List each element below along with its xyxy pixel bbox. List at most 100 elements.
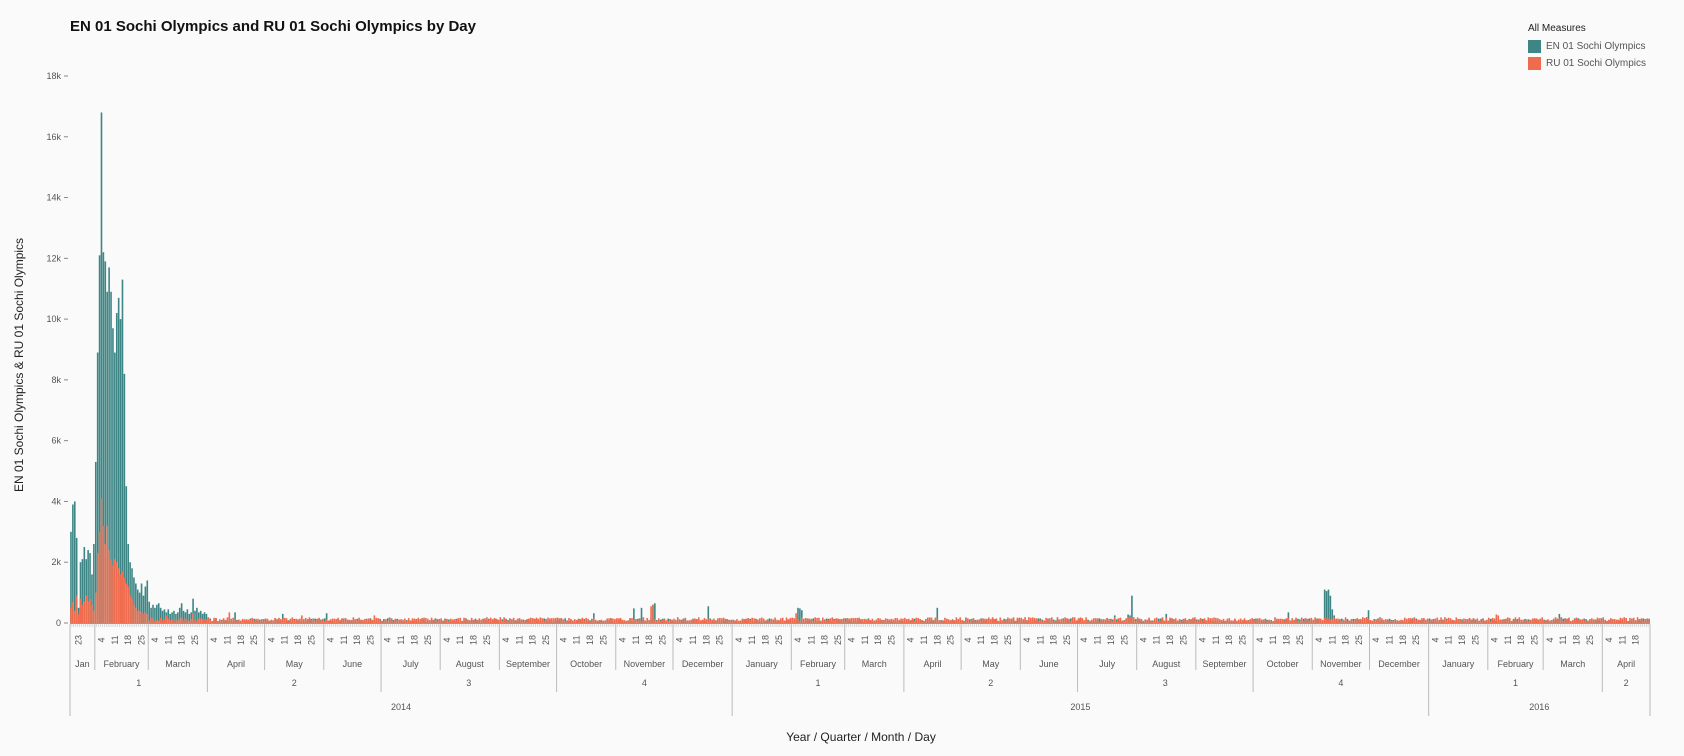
bar bbox=[1356, 618, 1358, 623]
day-label: 25 bbox=[541, 635, 551, 645]
bar bbox=[946, 618, 948, 623]
bar bbox=[795, 613, 797, 623]
bar bbox=[747, 618, 750, 623]
bar bbox=[1005, 619, 1007, 623]
bar bbox=[93, 543, 95, 623]
bar bbox=[150, 607, 152, 623]
bar bbox=[1029, 617, 1032, 623]
bar bbox=[299, 618, 301, 623]
bar bbox=[306, 618, 309, 623]
day-label: 18 bbox=[701, 635, 711, 645]
bar bbox=[1505, 618, 1507, 623]
bar bbox=[1453, 620, 1456, 623]
bar bbox=[741, 619, 744, 623]
bar bbox=[1077, 618, 1080, 623]
bar bbox=[470, 617, 473, 623]
bar bbox=[650, 606, 652, 623]
bar bbox=[1232, 620, 1234, 623]
series-ru-bars bbox=[70, 498, 1650, 623]
bar bbox=[1566, 618, 1568, 623]
bar bbox=[102, 525, 105, 623]
bar bbox=[1346, 620, 1349, 623]
day-label: 18 bbox=[932, 635, 942, 645]
bar bbox=[694, 618, 696, 623]
bar bbox=[83, 601, 86, 623]
bar bbox=[934, 617, 937, 623]
bar bbox=[507, 620, 509, 623]
bar bbox=[129, 562, 131, 623]
bar bbox=[1331, 618, 1334, 623]
legend-item-en[interactable]: EN 01 Sochi Olympics bbox=[1528, 38, 1646, 55]
bar bbox=[270, 619, 273, 623]
day-label: 25 bbox=[1585, 635, 1595, 645]
day-label: 25 bbox=[482, 635, 492, 645]
bar bbox=[1560, 617, 1563, 623]
bar bbox=[104, 543, 107, 623]
bar bbox=[1186, 620, 1189, 623]
bar bbox=[526, 620, 528, 623]
bar bbox=[1491, 617, 1494, 623]
bar bbox=[423, 617, 425, 623]
bar bbox=[1037, 618, 1040, 623]
bar bbox=[602, 620, 605, 623]
bar bbox=[428, 620, 431, 623]
bar bbox=[177, 620, 179, 623]
bar bbox=[1463, 618, 1465, 623]
bar bbox=[1041, 620, 1044, 623]
bar bbox=[993, 619, 996, 623]
day-label: 11 bbox=[747, 635, 757, 644]
legend[interactable]: All Measures EN 01 Sochi Olympics RU 01 … bbox=[1528, 23, 1646, 72]
bar bbox=[1175, 618, 1177, 623]
bar bbox=[87, 550, 89, 623]
bar bbox=[148, 620, 150, 623]
bar bbox=[1594, 619, 1597, 623]
bar bbox=[1121, 620, 1124, 623]
bar bbox=[1171, 618, 1173, 623]
bar bbox=[1283, 620, 1286, 623]
day-label: 11 bbox=[976, 635, 986, 644]
bar bbox=[1405, 618, 1408, 623]
bar bbox=[177, 612, 179, 623]
bar bbox=[1257, 618, 1259, 623]
bar bbox=[1167, 620, 1169, 623]
bar bbox=[157, 603, 160, 623]
bar bbox=[1039, 620, 1042, 623]
bar bbox=[1220, 619, 1223, 623]
bar bbox=[531, 618, 534, 623]
bar bbox=[495, 619, 498, 623]
bar bbox=[535, 617, 538, 623]
y-tick-label: 10k bbox=[46, 314, 61, 324]
bar bbox=[589, 620, 591, 623]
day-label: 18 bbox=[123, 635, 133, 645]
bar bbox=[1276, 618, 1278, 623]
bar bbox=[232, 617, 234, 623]
bar bbox=[892, 619, 895, 623]
bar bbox=[455, 619, 458, 623]
bar bbox=[1501, 620, 1503, 623]
bar bbox=[842, 618, 845, 623]
bar bbox=[89, 598, 91, 623]
bar bbox=[1228, 618, 1231, 623]
day-label: 18 bbox=[990, 635, 1000, 645]
bar bbox=[1617, 619, 1620, 623]
bar bbox=[1104, 619, 1107, 623]
bar bbox=[1300, 617, 1303, 623]
bar bbox=[581, 617, 584, 623]
bar bbox=[644, 620, 647, 623]
bar bbox=[308, 617, 311, 623]
bar bbox=[1085, 617, 1087, 623]
month-label: November bbox=[1320, 659, 1362, 669]
bar bbox=[951, 620, 954, 623]
bar bbox=[1398, 620, 1400, 623]
bar bbox=[154, 620, 156, 623]
bar bbox=[522, 620, 525, 623]
bar bbox=[486, 617, 488, 623]
bar bbox=[604, 620, 607, 623]
legend-label-en: EN 01 Sochi Olympics bbox=[1546, 41, 1646, 52]
bar bbox=[942, 621, 944, 623]
month-label: April bbox=[227, 659, 245, 669]
legend-item-ru[interactable]: RU 01 Sochi Olympics bbox=[1528, 55, 1646, 72]
day-label: 25 bbox=[306, 635, 316, 645]
bar bbox=[848, 618, 851, 623]
bar bbox=[552, 618, 555, 623]
